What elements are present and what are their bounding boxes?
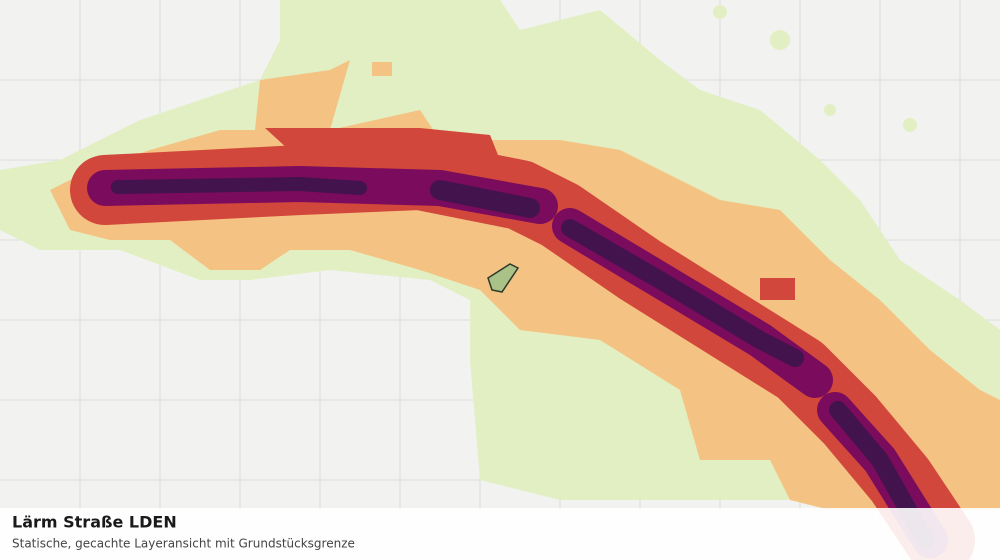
noise-zone-darkest xyxy=(111,177,934,549)
parcel-boundary[interactable] xyxy=(487,263,520,293)
layer-subtitle: Statische, gecachte Layeransicht mit Gru… xyxy=(12,537,355,551)
layer-title: Lärm Straße LDEN xyxy=(12,513,177,532)
info-panel xyxy=(0,508,1000,560)
